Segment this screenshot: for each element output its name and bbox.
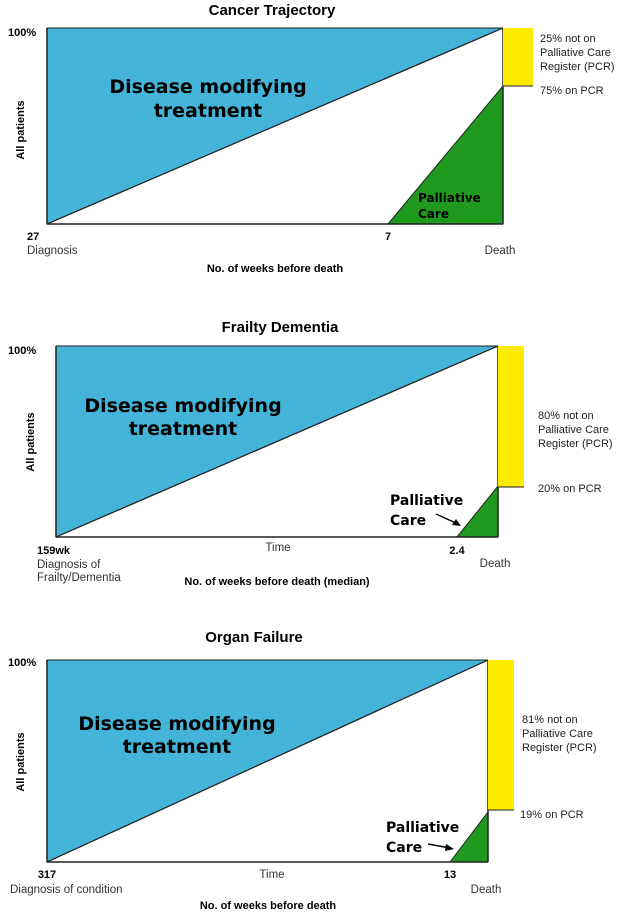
cancer-end-label: Death xyxy=(485,245,516,257)
cancer-palliative-label-2: Care xyxy=(418,207,449,221)
frailty-mid-label: Time xyxy=(265,542,290,554)
cancer-not-pcr-label-1: 25% not on xyxy=(540,33,596,45)
frailty-not-pcr-label-3: Register (PCR) xyxy=(538,438,613,450)
frailty-y-label: All patients xyxy=(25,412,37,471)
frailty-title: Frailty Dementia xyxy=(222,319,339,336)
organ-pc-tick: 13 xyxy=(444,869,456,881)
cancer-start-label: Diagnosis xyxy=(27,245,78,257)
organ-y-label: All patients xyxy=(15,732,27,791)
organ-diagonal xyxy=(46,659,489,863)
cancer-treatment-label-1: Disease modifying xyxy=(109,76,306,98)
organ-not-pcr-bar xyxy=(488,660,514,810)
organ-x-label: No. of weeks before death xyxy=(200,900,337,912)
organ-y-top: 100% xyxy=(8,657,36,669)
frailty-panel: Frailty Dementia 100% All patients Disea… xyxy=(8,319,613,588)
organ-panel: Organ Failure 100% All patients Disease … xyxy=(8,629,597,912)
cancer-panel: Cancer Trajectory 100% All patients Dise… xyxy=(8,2,615,275)
cancer-y-top: 100% xyxy=(8,27,36,39)
cancer-title: Cancer Trajectory xyxy=(209,2,336,19)
frailty-on-pcr-label: 20% on PCR xyxy=(538,483,602,495)
cancer-pc-tick: 7 xyxy=(385,231,391,243)
frailty-pc-tick: 2.4 xyxy=(449,545,465,557)
organ-treatment-label-1: Disease modifying xyxy=(78,713,275,735)
frailty-start-label-2: Frailty/Dementia xyxy=(37,572,121,584)
organ-palliative-label-2: Care xyxy=(386,840,422,856)
cancer-treatment-label-2: treatment xyxy=(154,100,263,122)
organ-on-pcr-label: 19% on PCR xyxy=(520,809,584,821)
frailty-treatment-label-1: Disease modifying xyxy=(84,395,281,417)
organ-start-tick: 317 xyxy=(38,869,56,881)
cancer-not-pcr-label-2: Palliative Care xyxy=(540,47,611,59)
frailty-arrowhead-icon xyxy=(452,519,461,526)
frailty-y-top: 100% xyxy=(8,345,36,357)
frailty-treatment-label-2: treatment xyxy=(129,418,238,440)
frailty-palliative-label-2: Care xyxy=(390,513,426,529)
cancer-x-label: No. of weeks before death xyxy=(207,263,344,275)
organ-not-pcr-label-1: 81% not on xyxy=(522,714,578,726)
cancer-diagonal xyxy=(46,27,504,225)
cancer-y-label: All patients xyxy=(15,100,27,159)
frailty-not-pcr-label-1: 80% not on xyxy=(538,410,594,422)
organ-not-pcr-label-2: Palliative Care xyxy=(522,728,593,740)
cancer-palliative-label-1: Palliative xyxy=(418,191,481,205)
organ-palliative-label-1: Palliative xyxy=(386,820,459,836)
organ-arrowhead-icon xyxy=(445,844,454,851)
frailty-palliative-label-1: Palliative xyxy=(390,493,463,509)
frailty-not-pcr-bar xyxy=(498,346,524,487)
cancer-not-pcr-label-3: Register (PCR) xyxy=(540,61,615,73)
organ-start-label: Diagnosis of condition xyxy=(10,884,123,896)
frailty-start-label-1: Diagnosis of xyxy=(37,559,101,571)
frailty-not-pcr-label-2: Palliative Care xyxy=(538,424,609,436)
cancer-not-pcr-bar xyxy=(503,28,533,86)
frailty-end-label: Death xyxy=(480,558,511,570)
organ-end-label: Death xyxy=(471,884,502,896)
organ-title: Organ Failure xyxy=(205,629,303,646)
cancer-on-pcr-label: 75% on PCR xyxy=(540,85,604,97)
cancer-start-tick: 27 xyxy=(27,231,39,243)
organ-not-pcr-label-3: Register (PCR) xyxy=(522,742,597,754)
frailty-x-label: No. of weeks before death (median) xyxy=(184,576,370,588)
organ-mid-label: Time xyxy=(259,869,284,881)
frailty-start-tick: 159wk xyxy=(37,545,71,557)
frailty-diagonal xyxy=(55,345,499,538)
organ-treatment-label-2: treatment xyxy=(123,736,232,758)
